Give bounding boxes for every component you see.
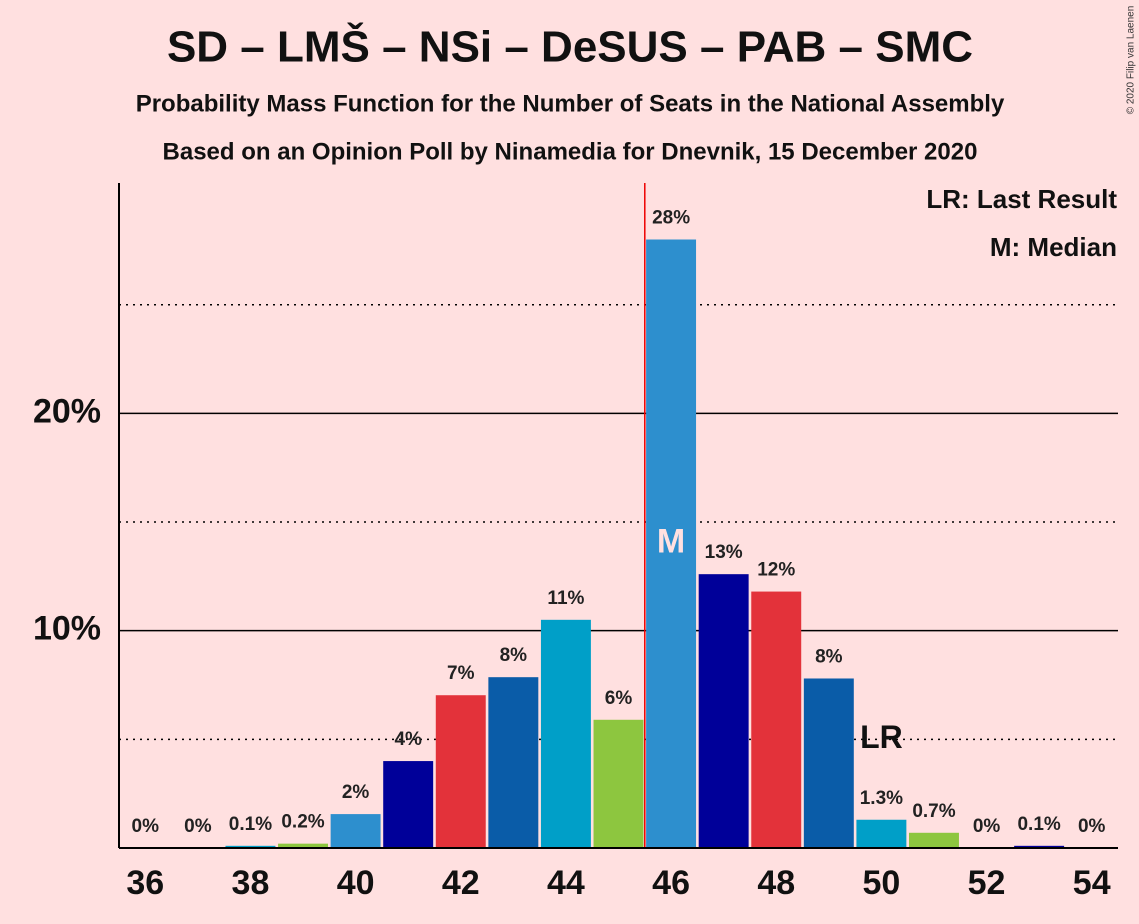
data-label: 2% xyxy=(342,782,370,803)
x-tick-label: 48 xyxy=(757,864,795,902)
chart-subtitle: Based on an Opinion Poll by Ninamedia fo… xyxy=(163,138,978,165)
x-tick-label: 38 xyxy=(232,864,270,902)
data-label: 0% xyxy=(184,816,212,837)
x-tick-label: 54 xyxy=(1073,864,1111,902)
bar xyxy=(856,819,907,848)
bar xyxy=(330,814,381,848)
bar xyxy=(803,678,854,848)
x-tick-label: 44 xyxy=(547,864,585,902)
bar xyxy=(435,695,486,848)
data-label: 11% xyxy=(547,588,584,609)
y-tick-label: 20% xyxy=(33,392,101,430)
x-tick-label: 42 xyxy=(442,864,480,902)
x-tick-label: 50 xyxy=(862,864,900,902)
chart-title: SD – LMŠ – NSi – DeSUS – PAB – SMC xyxy=(167,21,973,72)
data-label: 8% xyxy=(500,645,528,666)
data-label: 7% xyxy=(447,663,475,684)
last-result-marker: LR xyxy=(860,719,903,755)
data-label: 6% xyxy=(605,688,633,709)
x-tick-label: 40 xyxy=(337,864,375,902)
data-label: 0.2% xyxy=(281,812,324,833)
bar xyxy=(698,574,749,848)
data-label: 4% xyxy=(394,729,422,750)
legend-entry: LR: Last Result xyxy=(926,184,1117,214)
data-label: 0% xyxy=(973,816,1001,837)
bar xyxy=(646,239,697,848)
data-label: 0.1% xyxy=(229,814,272,835)
data-label: 0.1% xyxy=(1017,814,1060,835)
bar xyxy=(383,761,434,848)
data-label: 0.7% xyxy=(912,801,955,822)
data-label: 1.3% xyxy=(860,788,903,809)
x-tick-label: 36 xyxy=(126,864,164,902)
bar xyxy=(278,843,329,848)
x-tick-label: 52 xyxy=(968,864,1006,902)
data-label: 8% xyxy=(815,647,843,668)
x-tick-label: 46 xyxy=(652,864,690,902)
data-label: 12% xyxy=(757,560,795,581)
data-label: 28% xyxy=(652,208,690,229)
bar xyxy=(908,832,959,848)
legend-entry: M: Median xyxy=(990,232,1117,262)
data-label: 13% xyxy=(705,542,743,563)
y-tick-label: 10% xyxy=(33,610,101,648)
copyright: © 2020 Filip van Laenen xyxy=(1126,6,1137,115)
bar xyxy=(593,719,644,848)
data-label: 0% xyxy=(1078,816,1106,837)
bar xyxy=(488,677,539,848)
bar xyxy=(1014,845,1065,848)
median-marker: M xyxy=(657,523,685,561)
chart-subtitle: Probability Mass Function for the Number… xyxy=(136,90,1005,117)
bar xyxy=(225,845,276,848)
bar xyxy=(751,591,802,848)
bar xyxy=(540,619,591,848)
data-label: 0% xyxy=(132,816,160,837)
